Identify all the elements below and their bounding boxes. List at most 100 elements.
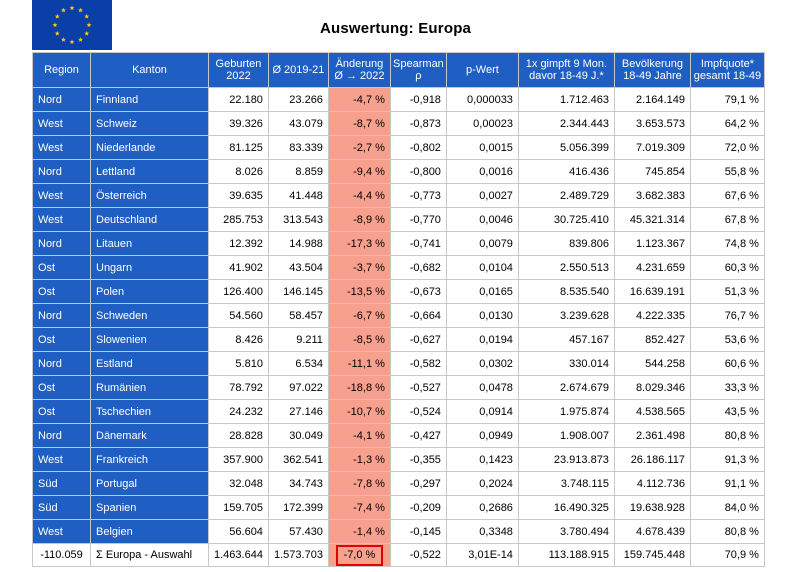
cell-rate: 80,8 %: [689, 423, 765, 448]
cell-avg: 362.541: [267, 447, 329, 472]
total-rate: 70,9 %: [689, 543, 765, 567]
cell-region: Nord: [32, 351, 91, 376]
cell-avg: 43.079: [267, 111, 329, 136]
cell-avg: 30.049: [267, 423, 329, 448]
cell-spearman: -0,741: [389, 231, 447, 256]
cell-change: -4,7 %: [327, 87, 391, 112]
cell-population: 4.538.565: [613, 399, 691, 424]
cell-region: Ost: [32, 255, 91, 280]
cell-spearman: -0,427: [389, 423, 447, 448]
table-row: Nord Litauen 12.392 14.988 -17,3 % -0,741 0,00…: [32, 231, 765, 256]
table-row: Ost Polen 126.400 146.145 -13,5 % -0,673 0,016…: [32, 279, 765, 304]
cell-population: 2.164.149: [613, 87, 691, 112]
cell-change: -18,8 %: [327, 375, 391, 400]
results-table: Region Kanton Geburten 2022 Ø 2019-21 Än…: [32, 52, 765, 567]
cell-region: Ost: [32, 279, 91, 304]
cell-vaccinated: 2.344.443: [517, 111, 615, 136]
cell-pvalue: 0,0130: [445, 303, 519, 328]
cell-rate: 80,8 %: [689, 519, 765, 544]
cell-rate: 53,6 %: [689, 327, 765, 352]
table-row: Nord Estland 5.810 6.534 -11,1 % -0,582 0,0302…: [32, 351, 765, 376]
table-row: Süd Spanien 159.705 172.399 -7,4 % -0,209 0,26…: [32, 495, 765, 520]
cell-population: 26.186.117: [613, 447, 691, 472]
cell-change: -13,5 %: [327, 279, 391, 304]
cell-geburten: 8.426: [208, 327, 269, 352]
col-header-pvalue: p-Wert: [445, 52, 519, 88]
cell-avg: 27.146: [267, 399, 329, 424]
cell-vaccinated: 16.490.325: [517, 495, 615, 520]
cell-avg: 58.457: [267, 303, 329, 328]
cell-spearman: -0,582: [389, 351, 447, 376]
table-row: Süd Portugal 32.048 34.743 -7,8 % -0,297 0,202…: [32, 471, 765, 496]
cell-avg: 57.430: [267, 519, 329, 544]
cell-avg: 97.022: [267, 375, 329, 400]
cell-region: Ost: [32, 399, 91, 424]
table-row: West Deutschland 285.753 313.543 -8,9 % -0,77…: [32, 207, 765, 232]
cell-region: West: [32, 519, 91, 544]
cell-avg: 41.448: [267, 183, 329, 208]
cell-kanton: Niederlande: [90, 135, 209, 160]
cell-change: -1,3 %: [327, 447, 391, 472]
cell-spearman: -0,800: [389, 159, 447, 184]
cell-region: Süd: [32, 471, 91, 496]
cell-vaccinated: 1.908.007: [517, 423, 615, 448]
cell-region: Nord: [32, 231, 91, 256]
cell-geburten: 8.026: [208, 159, 269, 184]
cell-population: 16.639.191: [613, 279, 691, 304]
cell-population: 4.222.335: [613, 303, 691, 328]
cell-pvalue: 0,0027: [445, 183, 519, 208]
cell-pvalue: 0,000033: [445, 87, 519, 112]
cell-rate: 72,0 %: [689, 135, 765, 160]
cell-avg: 14.988: [267, 231, 329, 256]
cell-geburten: 357.900: [208, 447, 269, 472]
table-row: Ost Slowenien 8.426 9.211 -8,5 % -0,627 0,0194…: [32, 327, 765, 352]
cell-spearman: -0,664: [389, 303, 447, 328]
cell-avg: 172.399: [267, 495, 329, 520]
cell-kanton: Frankreich: [90, 447, 209, 472]
cell-kanton: Belgien: [90, 519, 209, 544]
col-header-vaccinated: 1x gimpft 9 Mon. davor 18-49 J.*: [517, 52, 615, 88]
cell-kanton: Schweden: [90, 303, 209, 328]
total-change-highlight: -7,0 %: [335, 544, 384, 566]
star-icon: [54, 30, 60, 36]
cell-rate: 91,1 %: [689, 471, 765, 496]
cell-spearman: -0,355: [389, 447, 447, 472]
total-change: -7,0 %: [327, 543, 391, 567]
cell-kanton: Portugal: [90, 471, 209, 496]
cell-kanton: Deutschland: [90, 207, 209, 232]
star-icon: [78, 7, 83, 13]
cell-pvalue: 0,0104: [445, 255, 519, 280]
cell-region: Süd: [32, 495, 91, 520]
cell-spearman: -0,918: [389, 87, 447, 112]
table-row: Nord Schweden 54.560 58.457 -6,7 % -0,664 0,01…: [32, 303, 765, 328]
cell-region: Nord: [32, 303, 91, 328]
col-header-geburten: Geburten 2022: [208, 52, 269, 88]
cell-population: 2.361.498: [613, 423, 691, 448]
cell-kanton: Finnland: [90, 87, 209, 112]
cell-spearman: -0,682: [389, 255, 447, 280]
total-geburten: 1.463.644: [208, 543, 269, 567]
cell-geburten: 12.392: [208, 231, 269, 256]
cell-pvalue: 0,2024: [445, 471, 519, 496]
cell-vaccinated: 457.167: [517, 327, 615, 352]
table-row: Ost Ungarn 41.902 43.504 -3,7 % -0,682 0,0104 2…: [32, 255, 765, 280]
col-header-population: Bevölkerung 18-49 Jahre: [613, 52, 691, 88]
cell-geburten: 5.810: [208, 351, 269, 376]
cell-avg: 146.145: [267, 279, 329, 304]
cell-pvalue: 0,0015: [445, 135, 519, 160]
col-header-spearman: Spearman ρ: [389, 52, 447, 88]
header-row: Region Kanton Geburten 2022 Ø 2019-21 Än…: [32, 52, 765, 88]
cell-change: -4,1 %: [327, 423, 391, 448]
cell-pvalue: 0,0914: [445, 399, 519, 424]
cell-spearman: -0,627: [389, 327, 447, 352]
cell-pvalue: 0,0046: [445, 207, 519, 232]
table-row: Nord Lettland 8.026 8.859 -9,4 % -0,800 0,0016…: [32, 159, 765, 184]
total-pvalue: 3,01E-14: [445, 543, 519, 567]
star-icon: [69, 39, 75, 45]
col-header-region: Region: [32, 52, 91, 88]
cell-population: 45.321.314: [613, 207, 691, 232]
table-row: Nord Finnland 22.180 23.266 -4,7 % -0,918 0,00…: [32, 87, 765, 112]
cell-population: 4.112.736: [613, 471, 691, 496]
cell-vaccinated: 23.913.873: [517, 447, 615, 472]
total-label: Σ Europa - Auswahl: [90, 543, 209, 567]
